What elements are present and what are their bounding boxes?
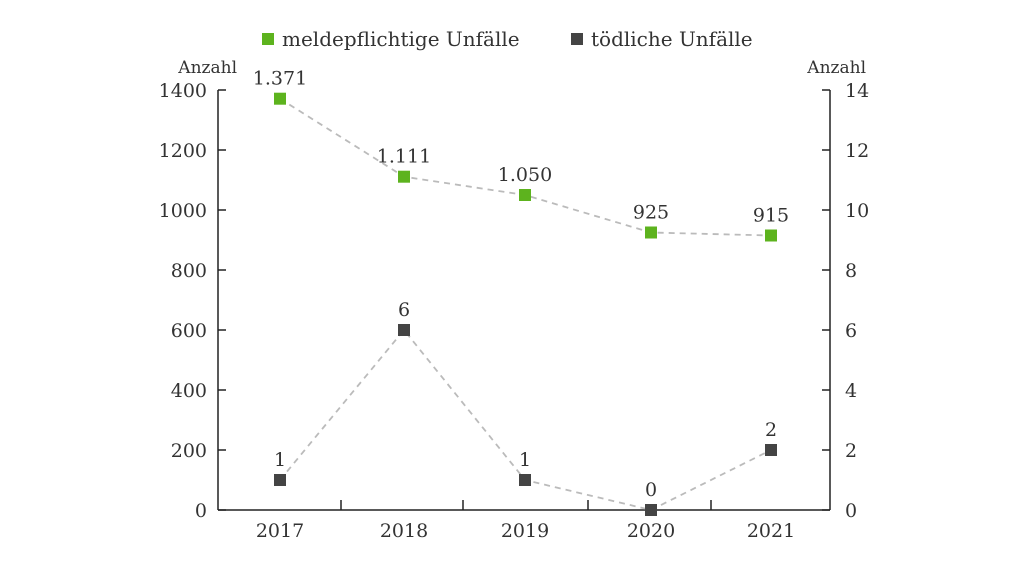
legend-label-2: tödliche Unfälle <box>591 27 753 51</box>
right-y-axis-label: Anzahl <box>806 58 866 78</box>
axes: 0200400600800100012001400Anzahl024681012… <box>159 58 870 542</box>
data-point-series-2 <box>645 504 657 516</box>
data-point-series-2 <box>274 474 286 486</box>
x-tick-label: 2020 <box>627 520 675 542</box>
data-label-series-2: 1 <box>274 449 286 471</box>
left-y-tick-label: 1400 <box>159 80 207 102</box>
left-y-axis-label: Anzahl <box>177 58 237 78</box>
right-y-tick-label: 4 <box>845 380 857 402</box>
left-y-tick-label: 200 <box>171 440 207 462</box>
left-y-tick-label: 0 <box>195 500 207 522</box>
left-y-tick-label: 600 <box>171 320 207 342</box>
left-y-tick-label: 1200 <box>159 140 207 162</box>
legend-swatch-2 <box>571 33 583 45</box>
right-y-tick-label: 6 <box>845 320 857 342</box>
data-label-series-2: 0 <box>645 479 657 501</box>
data-point-series-1 <box>398 170 410 183</box>
data-label-series-1: 925 <box>633 202 669 224</box>
right-y-tick-label: 12 <box>845 140 869 162</box>
data-point-series-1 <box>765 229 777 242</box>
legend: meldepflichtige Unfälle tödliche Unfälle <box>262 27 753 51</box>
right-y-tick-label: 8 <box>845 260 857 282</box>
data-label-series-1: 915 <box>753 205 789 227</box>
data-marks: 1.371 1.111 1.050 925 915 1 6 1 0 2 <box>253 68 789 516</box>
data-point-series-1 <box>645 226 657 239</box>
right-y-tick-label: 14 <box>845 80 869 102</box>
x-tick-label: 2019 <box>501 520 549 542</box>
data-point-series-1 <box>519 189 531 201</box>
data-label-series-1: 1.050 <box>498 164 552 186</box>
x-tick-label: 2018 <box>380 520 428 542</box>
left-y-tick-label: 1000 <box>159 200 207 222</box>
data-point-series-1 <box>274 92 286 105</box>
data-label-series-2: 1 <box>519 449 531 471</box>
x-tick-label: 2021 <box>747 520 795 542</box>
data-label-series-2: 2 <box>765 419 777 441</box>
right-y-tick-label: 2 <box>845 440 857 462</box>
data-label-series-1: 1.371 <box>253 68 307 90</box>
data-point-series-2 <box>398 324 410 336</box>
x-tick-label: 2017 <box>256 520 304 542</box>
right-y-tick-label: 0 <box>845 500 857 522</box>
data-point-series-2 <box>765 444 777 456</box>
data-label-series-2: 6 <box>398 299 410 321</box>
data-label-series-1: 1.111 <box>377 146 431 168</box>
left-y-tick-label: 400 <box>171 380 207 402</box>
legend-swatch-1 <box>262 33 274 45</box>
left-y-tick-label: 800 <box>171 260 207 282</box>
data-point-series-2 <box>519 474 531 486</box>
right-y-tick-label: 10 <box>845 200 869 222</box>
legend-label-1: meldepflichtige Unfälle <box>282 27 520 51</box>
